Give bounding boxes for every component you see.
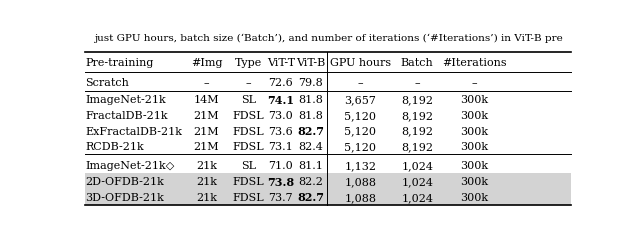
Text: –: – [246,78,252,88]
Text: 73.0: 73.0 [269,110,293,120]
Text: Batch: Batch [401,58,434,68]
Text: FDSL: FDSL [233,110,264,120]
Text: 300k: 300k [460,110,488,120]
Text: 21M: 21M [194,110,220,120]
Text: FDSL: FDSL [233,176,264,186]
Text: Type: Type [235,58,262,68]
Text: SL: SL [241,161,256,170]
Text: #Img: #Img [191,58,222,68]
Text: 72.6: 72.6 [269,78,293,88]
Text: 21k: 21k [196,192,217,202]
Text: 1,024: 1,024 [401,161,433,170]
Text: 5,120: 5,120 [344,126,376,136]
Text: FractalDB-21k: FractalDB-21k [85,110,168,120]
Text: 14M: 14M [194,95,220,105]
Text: 74.1: 74.1 [268,94,294,105]
Text: 73.8: 73.8 [268,176,294,187]
Text: 82.2: 82.2 [298,176,323,186]
Text: 8,192: 8,192 [401,95,433,105]
Text: Scratch: Scratch [85,78,129,88]
Text: ImageNet-21k: ImageNet-21k [85,95,166,105]
Text: GPU hours: GPU hours [330,58,391,68]
Text: 3,657: 3,657 [344,95,376,105]
Text: 300k: 300k [460,142,488,152]
Text: 71.0: 71.0 [269,161,293,170]
Text: just GPU hours, batch size (‘Batch’), and number of iterations (‘#Iterations’) i: just GPU hours, batch size (‘Batch’), an… [93,33,563,42]
Text: SL: SL [241,95,256,105]
Text: 8,192: 8,192 [401,126,433,136]
Text: 3D-OFDB-21k: 3D-OFDB-21k [85,192,164,202]
Text: 5,120: 5,120 [344,110,376,120]
Text: 79.8: 79.8 [298,78,323,88]
Text: 300k: 300k [460,176,488,186]
Text: FDSL: FDSL [233,126,264,136]
Text: 81.8: 81.8 [298,110,323,120]
Text: ImageNet-21k◇: ImageNet-21k◇ [85,161,174,170]
Text: 5,120: 5,120 [344,142,376,152]
Text: 82.7: 82.7 [297,191,324,202]
Text: 300k: 300k [460,192,488,202]
Bar [85,189,571,205]
Text: 81.8: 81.8 [298,95,323,105]
Text: 1,088: 1,088 [344,176,376,186]
Text: 21k: 21k [196,161,217,170]
Text: 1,088: 1,088 [344,192,376,202]
Text: 21k: 21k [196,176,217,186]
Text: 82.7: 82.7 [297,126,324,137]
Text: 300k: 300k [460,95,488,105]
Text: Pre-training: Pre-training [85,58,154,68]
Text: 8,192: 8,192 [401,110,433,120]
Text: 300k: 300k [460,161,488,170]
Text: 82.4: 82.4 [298,142,323,152]
Text: 21M: 21M [194,126,220,136]
Text: –: – [357,78,363,88]
Text: 1,024: 1,024 [401,176,433,186]
Text: RCDB-21k: RCDB-21k [85,142,144,152]
Text: 73.7: 73.7 [269,192,293,202]
Text: 1,024: 1,024 [401,192,433,202]
Text: 73.1: 73.1 [269,142,293,152]
Text: ViT-T: ViT-T [267,58,295,68]
Text: 73.6: 73.6 [269,126,293,136]
Text: 1,132: 1,132 [344,161,376,170]
Text: FDSL: FDSL [233,192,264,202]
Text: 8,192: 8,192 [401,142,433,152]
Text: #Iterations: #Iterations [442,58,507,68]
Bar [85,173,571,189]
Text: 300k: 300k [460,126,488,136]
Text: ExFractalDB-21k: ExFractalDB-21k [85,126,182,136]
Text: ViT-B: ViT-B [296,58,325,68]
Text: 81.1: 81.1 [298,161,323,170]
Text: –: – [415,78,420,88]
Text: FDSL: FDSL [233,142,264,152]
Text: 21M: 21M [194,142,220,152]
Text: 2D-OFDB-21k: 2D-OFDB-21k [85,176,164,186]
Text: –: – [472,78,477,88]
Text: –: – [204,78,209,88]
